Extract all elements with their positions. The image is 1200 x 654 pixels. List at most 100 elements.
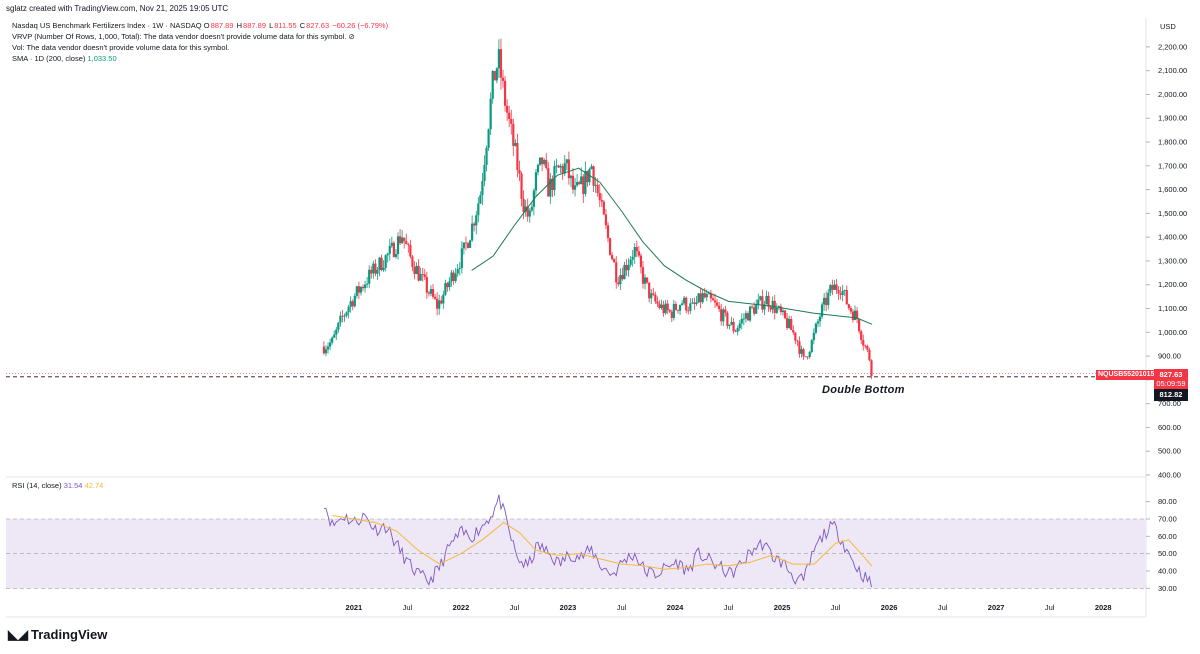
vol-legend[interactable]: Vol: The data vendor doesn't provide vol… [12, 43, 230, 52]
candle-body [497, 49, 500, 69]
high-label: H [236, 21, 243, 30]
symbol-legend[interactable]: Nasdaq US Benchmark Fertilizers Index · … [12, 21, 389, 30]
candle-body [503, 80, 507, 106]
rsi-tick-label: 30.00 [1158, 584, 1177, 593]
price-tick-label: 2,100.00 [1158, 66, 1187, 75]
time-tick-label: 2026 [881, 603, 898, 612]
candle-body [615, 262, 618, 283]
candle-body [512, 123, 515, 146]
candle-body [847, 304, 850, 309]
candle-body [621, 274, 624, 280]
candle-body [761, 296, 764, 310]
candle-body [851, 311, 855, 320]
tradingview-logo[interactable]: ◣◢ TradingView [8, 627, 107, 643]
candle-body [650, 293, 653, 299]
candle-body [619, 274, 622, 285]
vrvp-legend[interactable]: VRVP (Number Of Rows, 1,000, Total): The… [12, 32, 355, 41]
candle-body [654, 294, 657, 302]
candle-body [501, 77, 505, 81]
candle-body [785, 318, 789, 328]
candle-body [802, 349, 805, 357]
candle-body [559, 165, 562, 168]
candle-body [333, 334, 336, 338]
candle-body [522, 198, 525, 212]
candle-body [629, 259, 632, 265]
candle-body [549, 178, 552, 197]
candle-body [405, 241, 408, 245]
candle-body [417, 265, 420, 281]
candle-body [380, 257, 383, 271]
low-label: L [269, 21, 274, 30]
candle-body [339, 315, 342, 323]
candle-body [347, 306, 350, 313]
candle-body [466, 243, 470, 248]
hidden-icon[interactable]: ⊘ [348, 32, 355, 41]
candle-body [415, 265, 418, 274]
candle-body [759, 296, 762, 300]
candle-body [757, 299, 760, 305]
rsi-legend[interactable]: RSI (14, close) 31.54 42.74 [12, 481, 103, 490]
candle-body [594, 184, 597, 186]
candle-body [396, 236, 400, 255]
candle-body [796, 340, 799, 342]
time-axis[interactable]: 2021 Jul 2022 Jul 2023 Jul 2024 Jul 2025 Jul 2026 J… [346, 603, 1112, 612]
rsi-axis[interactable]: 30.00 40.00 50.00 60.00 70.00 80.00 [1146, 497, 1177, 593]
candle-body [687, 310, 690, 312]
candle-body [355, 286, 358, 296]
candle-body [674, 303, 678, 310]
rsi-series [323, 494, 872, 588]
candle-body [433, 296, 437, 299]
candle-body [524, 206, 527, 212]
candle-body [781, 310, 785, 313]
candle-body [870, 360, 873, 376]
candle-body [685, 297, 688, 311]
sma-legend[interactable]: SMA · 1D (200, close) 1,033.50 [12, 54, 117, 63]
candle-body [487, 129, 490, 148]
candle-body [598, 193, 601, 200]
candle-body [534, 172, 538, 191]
candle-body [627, 264, 630, 271]
price-tick-label: 900.00 [1158, 352, 1181, 361]
rsi-tick-label: 50.00 [1158, 549, 1177, 558]
candle-body [491, 71, 494, 99]
candle-body [794, 332, 797, 341]
attribution: sglatz created with TradingView.com, Nov… [6, 4, 229, 13]
candle-body [543, 159, 546, 165]
candle-body [464, 242, 468, 244]
candle-body [569, 175, 573, 179]
time-tick-label: 2024 [667, 603, 685, 612]
candle-body [617, 282, 620, 285]
candle-body [693, 302, 696, 304]
candle-body [326, 346, 330, 350]
candle-body [833, 284, 836, 290]
high-value: 887.89 [243, 21, 266, 30]
candle-body [499, 49, 503, 78]
candle-body [419, 274, 422, 281]
candle-body [648, 282, 651, 299]
candle-body [763, 304, 766, 310]
candle-body [518, 170, 521, 174]
candle-body [676, 309, 680, 311]
candle-body [635, 247, 638, 252]
candle-body [528, 210, 531, 217]
candle-body [483, 164, 486, 181]
candle-body [703, 293, 706, 298]
candle-body [372, 263, 375, 274]
candle-body [625, 264, 628, 271]
price-tick-label: 700.00 [1158, 399, 1181, 408]
candle-body [516, 142, 519, 171]
candle-body [390, 242, 393, 246]
price-pane[interactable] [6, 18, 1146, 475]
candle-body [820, 304, 824, 317]
price-axis[interactable]: 400.00500.00600.00700.00800.00900.001,00… [1146, 42, 1187, 480]
candle-body [633, 247, 636, 257]
candle-body [349, 301, 352, 307]
candle-body [775, 307, 778, 313]
candle-body [563, 163, 566, 174]
double-bottom-annotation[interactable]: Double Bottom [822, 384, 905, 396]
candle-body [376, 269, 379, 274]
candle-body [582, 176, 585, 194]
candle-body [337, 322, 340, 330]
currency-label[interactable]: USD [1160, 22, 1176, 31]
